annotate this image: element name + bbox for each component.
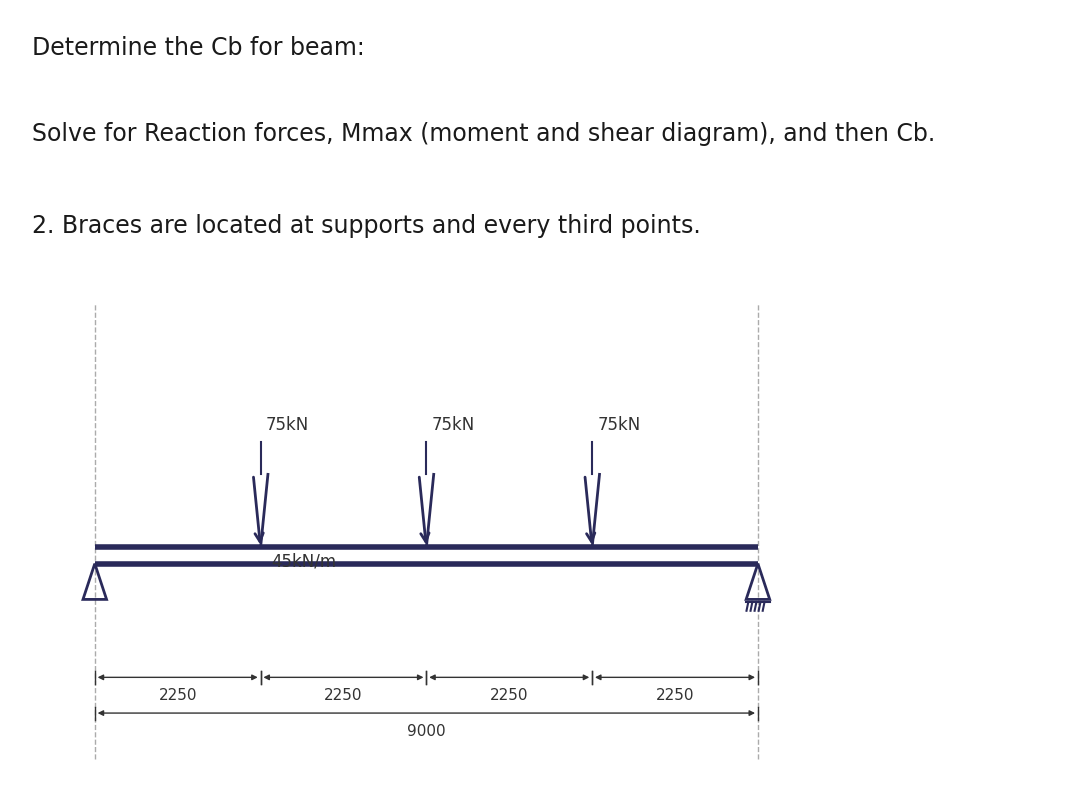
Text: Solve for Reaction forces, Mmax (moment and shear diagram), and then Cb.: Solve for Reaction forces, Mmax (moment … — [32, 122, 935, 146]
Text: 75kN: 75kN — [266, 415, 309, 434]
Text: 75kN: 75kN — [432, 415, 475, 434]
Text: 45kN/m: 45kN/m — [271, 552, 337, 570]
Text: 2250: 2250 — [656, 688, 694, 703]
Text: 9000: 9000 — [407, 724, 446, 738]
Text: 2250: 2250 — [324, 688, 363, 703]
Text: 2250: 2250 — [159, 688, 197, 703]
Text: 2. Braces are located at supports and every third points.: 2. Braces are located at supports and ev… — [32, 214, 701, 238]
Text: Determine the Cb for beam:: Determine the Cb for beam: — [32, 36, 365, 60]
Text: 2250: 2250 — [490, 688, 528, 703]
Text: 75kN: 75kN — [597, 415, 640, 434]
